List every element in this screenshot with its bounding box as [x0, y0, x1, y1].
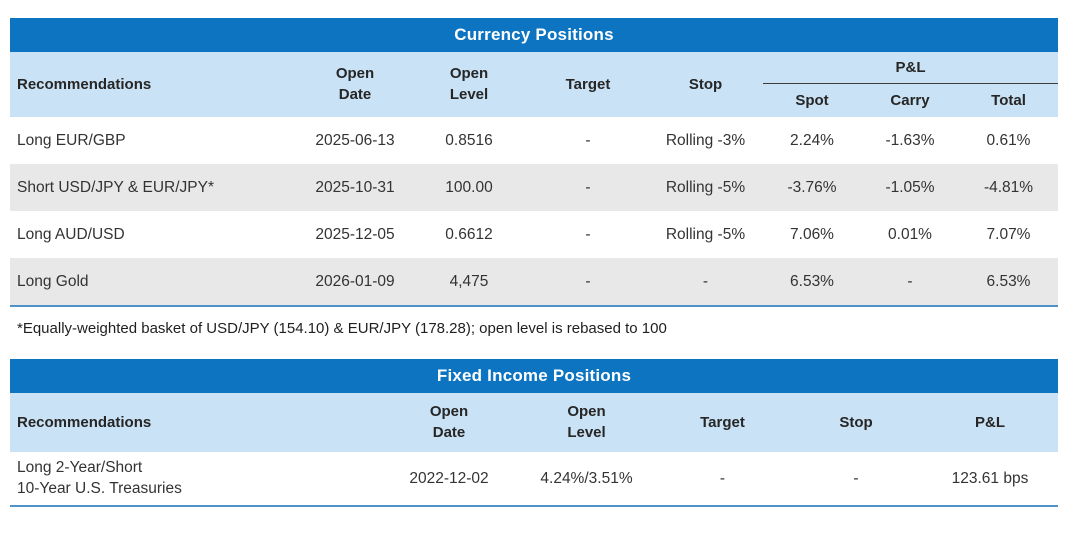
- cell-open-level: 0.8516: [445, 131, 493, 149]
- fixed-income-positions-table: Recommendations Open Date Open Level Tar…: [10, 393, 1058, 507]
- currency-table-body: Long EUR/GBP 2025-06-13 0.8516 - Rolling…: [10, 117, 1058, 307]
- col-header-recommendations: Recommendations: [10, 52, 300, 117]
- cell-recommendation: Long EUR/GBP: [17, 131, 126, 149]
- cell-open-level: 0.6612: [445, 225, 493, 243]
- col-header-recommendations: Recommendations: [10, 393, 380, 452]
- cell-open-level: 4.24%/3.51%: [518, 452, 655, 507]
- col-header-target: Target: [528, 52, 648, 117]
- cell-target: -: [585, 131, 591, 149]
- table-row: Long AUD/USD 2025-12-05 0.6612 - Rolling…: [10, 211, 1058, 258]
- col-header-open-level: Open Level: [410, 52, 528, 117]
- cell-stop: -: [648, 258, 763, 307]
- col-header-target: Target: [655, 393, 790, 452]
- cell-pnl-total: 6.53%: [959, 258, 1058, 307]
- header-row-top: Recommendations Open Date Open Level Tar…: [10, 52, 1058, 117]
- col-header-pnl-group: P&L: [763, 52, 1058, 84]
- cell-open-level: 4,475: [410, 258, 528, 307]
- cell-pnl-spot: 2.24%: [790, 131, 834, 149]
- table-row: Long Gold 2026-01-09 4,475 - - 6.53% - 6…: [10, 258, 1058, 307]
- fixed-income-table-header: Recommendations Open Date Open Level Tar…: [10, 393, 1058, 452]
- cell-stop: Rolling -5%: [665, 178, 746, 196]
- fixed-income-table-body: Long 2-Year/Short 10-Year U.S. Treasurie…: [10, 452, 1058, 507]
- header-row: Recommendations Open Date Open Level Tar…: [10, 393, 1058, 452]
- currency-table-title-bar: Currency Positions: [10, 18, 1058, 52]
- cell-recommendation: Long Gold: [10, 258, 300, 307]
- currency-positions-table: Recommendations Open Date Open Level Tar…: [10, 52, 1058, 307]
- header-row-pnl-sub: Spot Carry Total: [10, 83, 1058, 117]
- cell-open-date: 2022-12-02: [380, 452, 518, 507]
- cell-recommendation: Short USD/JPY & EUR/JPY*: [17, 178, 214, 196]
- fixed-income-table-title: Fixed Income Positions: [436, 366, 632, 385]
- cell-target: -: [585, 225, 591, 243]
- cell-pnl-carry: -1.63%: [885, 131, 935, 149]
- cell-target: -: [528, 258, 648, 307]
- currency-table-footnote: *Equally-weighted basket of USD/JPY (154…: [17, 320, 667, 337]
- cell-pnl-total: 7.07%: [986, 225, 1031, 243]
- cell-target: -: [655, 452, 790, 507]
- col-header-pnl-carry: Carry: [861, 83, 959, 117]
- fixed-income-table-title-bar: Fixed Income Positions: [10, 359, 1058, 393]
- cell-pnl-carry: 0.01%: [888, 225, 932, 243]
- cell-open-date: 2025-12-05: [315, 225, 395, 243]
- col-header-pnl-total: Total: [959, 83, 1058, 117]
- currency-positions-section: Currency Positions Recommendations Open …: [10, 18, 1058, 337]
- cell-pnl-spot: 7.06%: [790, 225, 834, 243]
- cell-pnl: 123.61 bps: [922, 452, 1058, 507]
- cell-pnl-spot: 6.53%: [763, 258, 861, 307]
- col-header-pnl-spot: Spot: [763, 83, 861, 117]
- cell-open-level: 100.00: [445, 178, 493, 196]
- cell-pnl-carry: -: [861, 258, 959, 307]
- cell-open-date: 2026-01-09: [300, 258, 410, 307]
- cell-pnl-spot: -3.76%: [787, 178, 837, 196]
- col-header-pnl: P&L: [922, 393, 1058, 452]
- table-row: Long EUR/GBP 2025-06-13 0.8516 - Rolling…: [10, 117, 1058, 164]
- cell-open-date: 2025-10-31: [315, 178, 395, 196]
- cell-pnl-total: 0.61%: [986, 131, 1031, 149]
- col-header-open-date: Open Date: [300, 52, 410, 117]
- col-header-stop: Stop: [648, 52, 763, 117]
- cell-stop: Rolling -3%: [665, 131, 746, 149]
- cell-stop: Rolling -5%: [665, 225, 746, 243]
- table-row: Short USD/JPY & EUR/JPY* 2025-10-31 100.…: [10, 164, 1058, 211]
- cell-stop: -: [790, 452, 922, 507]
- fixed-income-positions-section: Fixed Income Positions Recommendations O…: [10, 359, 1058, 507]
- cell-recommendation: Long AUD/USD: [17, 225, 125, 243]
- cell-recommendation: Long 2-Year/Short 10-Year U.S. Treasurie…: [10, 452, 380, 507]
- col-header-stop: Stop: [790, 393, 922, 452]
- table-row: Long 2-Year/Short 10-Year U.S. Treasurie…: [10, 452, 1058, 507]
- cell-target: -: [585, 178, 591, 196]
- cell-pnl-carry: -1.05%: [885, 178, 935, 196]
- cell-open-date: 2025-06-13: [315, 131, 395, 149]
- col-header-open-level: Open Level: [518, 393, 655, 452]
- currency-table-header: Recommendations Open Date Open Level Tar…: [10, 52, 1058, 117]
- col-header-open-date: Open Date: [380, 393, 518, 452]
- currency-table-title: Currency Positions: [454, 25, 614, 44]
- cell-pnl-total: -4.81%: [983, 178, 1034, 196]
